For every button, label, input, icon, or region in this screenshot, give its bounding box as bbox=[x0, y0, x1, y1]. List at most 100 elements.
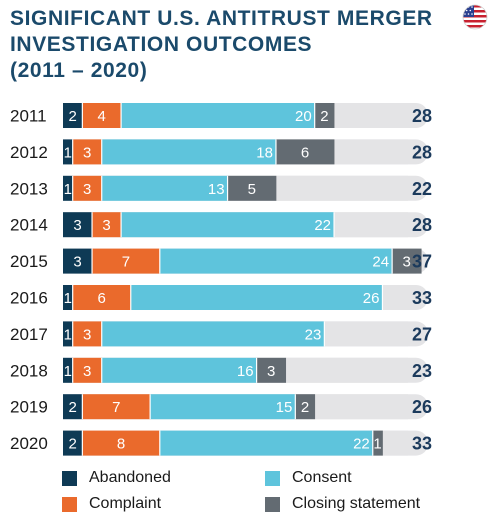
segment-divider bbox=[381, 285, 384, 310]
consent-value-label: 15 bbox=[276, 399, 293, 416]
segment-divider bbox=[323, 321, 325, 347]
abandoned-segment bbox=[63, 139, 74, 165]
total-label: 23 bbox=[412, 361, 432, 381]
closing-value-label: 6 bbox=[301, 144, 309, 161]
legend-label: Complaint bbox=[89, 495, 162, 512]
complaint-value-label: 3 bbox=[83, 363, 91, 380]
segment-divider bbox=[101, 357, 103, 383]
abandoned-value-label: 2 bbox=[69, 399, 77, 416]
consent-value-label: 22 bbox=[314, 217, 331, 234]
consent-value-label: 18 bbox=[256, 144, 273, 161]
consent-value-label: 16 bbox=[237, 363, 254, 380]
closing-value-label: 5 bbox=[248, 181, 256, 198]
abandoned-value-label: 3 bbox=[73, 254, 81, 271]
consent-segment bbox=[121, 103, 316, 128]
abandoned-segment bbox=[63, 285, 74, 310]
complaint-value-label: 3 bbox=[83, 181, 91, 198]
complaint-segment bbox=[72, 175, 103, 201]
year-label: 2012 bbox=[10, 143, 48, 162]
year-label: 2015 bbox=[10, 252, 48, 271]
closing-segment bbox=[275, 139, 335, 165]
abandoned-value-label: 1 bbox=[64, 363, 72, 380]
chart-legend: Abandoned Consent Complaint Closing stateme… bbox=[62, 466, 482, 516]
total-label: 28 bbox=[412, 106, 432, 126]
complaint-segment bbox=[72, 285, 132, 310]
complaint-value-label: 3 bbox=[83, 144, 91, 161]
segment-divider bbox=[120, 103, 122, 128]
segment-divider bbox=[120, 212, 122, 238]
total-label: 27 bbox=[412, 324, 432, 344]
abandoned-value-label: 1 bbox=[64, 181, 72, 198]
segment-divider bbox=[72, 321, 74, 347]
legend-item-consent: Consent bbox=[265, 466, 352, 490]
closing-value-label: 3 bbox=[267, 363, 275, 380]
abandoned-value-label: 2 bbox=[69, 436, 77, 453]
year-label: 2011 bbox=[10, 107, 47, 126]
segment-divider bbox=[101, 321, 103, 347]
consent-value-label: 22 bbox=[353, 436, 370, 453]
segment-divider bbox=[101, 139, 103, 165]
consent-value-label: 13 bbox=[208, 181, 225, 198]
abandoned-segment bbox=[63, 321, 74, 347]
consent-value-label: 23 bbox=[305, 326, 322, 343]
closing-segment bbox=[256, 357, 287, 383]
abandoned-value-label: 1 bbox=[64, 290, 72, 307]
legend-swatch bbox=[265, 496, 280, 512]
complaint-value-label: 6 bbox=[98, 290, 106, 307]
year-label: 2013 bbox=[10, 179, 48, 198]
legend-item-complaint: Complaint bbox=[62, 492, 161, 516]
closing-segment bbox=[372, 430, 383, 456]
consent-segment bbox=[159, 248, 393, 274]
segment-divider bbox=[72, 285, 74, 310]
year-label: 2017 bbox=[10, 325, 48, 344]
abandoned-segment bbox=[63, 212, 93, 238]
segment-divider bbox=[256, 357, 258, 383]
total-label: 33 bbox=[412, 288, 432, 308]
title-line-2: INVESTIGATION OUTCOMES bbox=[10, 33, 313, 56]
segment-divider bbox=[159, 248, 161, 274]
consent-segment bbox=[101, 321, 325, 347]
segment-divider bbox=[149, 394, 151, 420]
complaint-segment bbox=[82, 430, 161, 456]
segment-divider bbox=[101, 175, 103, 201]
closing-value-label: 3 bbox=[402, 254, 410, 271]
consent-segment bbox=[101, 139, 277, 165]
legend-item-abandoned: Abandoned bbox=[62, 466, 171, 490]
year-label: 2020 bbox=[10, 434, 48, 453]
abandoned-segment bbox=[63, 430, 83, 456]
complaint-segment bbox=[92, 212, 122, 238]
consent-segment bbox=[159, 430, 374, 456]
complaint-segment bbox=[82, 103, 122, 128]
complaint-value-label: 7 bbox=[112, 399, 120, 416]
consent-value-label: 24 bbox=[372, 254, 389, 271]
abandoned-value-label: 3 bbox=[73, 217, 81, 234]
segment-divider bbox=[275, 139, 277, 165]
closing-value-label: 2 bbox=[301, 399, 309, 416]
consent-segment bbox=[101, 175, 228, 201]
closing-segment bbox=[392, 248, 422, 274]
segment-divider bbox=[372, 430, 374, 456]
consent-segment bbox=[130, 285, 383, 310]
us-flag-icon bbox=[462, 4, 488, 30]
segment-divider bbox=[91, 212, 93, 238]
consent-value-label: 20 bbox=[295, 108, 312, 125]
year-label: 2014 bbox=[10, 216, 48, 235]
complaint-value-label: 8 bbox=[117, 436, 125, 453]
segment-divider bbox=[294, 394, 296, 420]
complaint-segment bbox=[82, 394, 151, 420]
abandoned-value-label: 1 bbox=[64, 144, 72, 161]
segment-divider bbox=[72, 175, 74, 201]
legend-swatch bbox=[62, 496, 77, 512]
legend-swatch bbox=[265, 470, 280, 486]
segment-divider bbox=[159, 430, 161, 456]
segment-divider bbox=[72, 139, 74, 165]
complaint-segment bbox=[92, 248, 161, 274]
abandoned-segment bbox=[63, 175, 74, 201]
closing-value-label: 2 bbox=[320, 108, 328, 125]
segment-divider bbox=[81, 430, 83, 456]
complaint-segment bbox=[72, 139, 103, 165]
closing-segment bbox=[314, 103, 335, 128]
consent-value-label: 26 bbox=[363, 290, 380, 307]
consent-segment bbox=[150, 394, 296, 420]
